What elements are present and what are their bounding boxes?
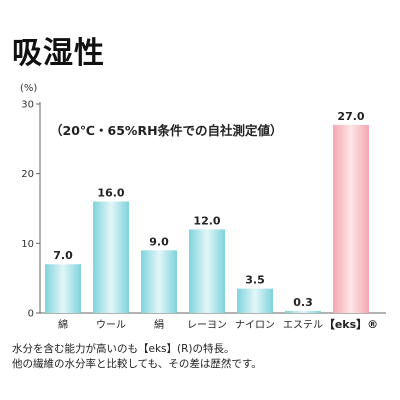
bar-value-label: 16.0 xyxy=(97,187,124,200)
bar xyxy=(237,288,273,313)
bar-eks xyxy=(333,124,369,314)
bar-value-label: 7.0 xyxy=(53,249,73,262)
y-tick-label: 30 xyxy=(21,100,34,111)
bar-value-label: 9.0 xyxy=(149,235,169,248)
bar-value-label: 3.5 xyxy=(245,274,265,287)
bar xyxy=(285,310,321,313)
footnote-1: 水分を含む能力が高いのも【eks】(R)の特長。 xyxy=(12,343,235,355)
category-label-eks: 【eks】® xyxy=(324,318,378,331)
y-tick-label: 20 xyxy=(21,169,34,180)
y-tick-label: 0 xyxy=(28,309,34,320)
category-label: ウール xyxy=(96,319,126,331)
category-label: エステル xyxy=(283,320,323,331)
category-label: 絹 xyxy=(154,318,164,331)
footnote-2: 他の繊維の水分率と比較しても、その差は歴然です。 xyxy=(12,358,262,370)
category-label: 綿 xyxy=(58,318,68,331)
measurement-condition-annotation: （20℃・65%RH条件での自社測定値） xyxy=(50,123,283,138)
bar-value-label: 0.3 xyxy=(293,296,313,309)
bar xyxy=(45,264,81,313)
bar-value-label: 12.0 xyxy=(193,214,220,227)
page-title: 吸湿性 xyxy=(12,36,105,71)
bar xyxy=(93,201,129,313)
y-tick-label: 10 xyxy=(21,239,34,250)
y-unit-label: (%) xyxy=(20,83,37,94)
bar xyxy=(189,229,225,313)
category-label: レーヨン xyxy=(187,320,227,331)
bar xyxy=(141,250,177,313)
category-label: ナイロン xyxy=(235,319,275,331)
bar-value-label: 27.0 xyxy=(337,110,364,123)
